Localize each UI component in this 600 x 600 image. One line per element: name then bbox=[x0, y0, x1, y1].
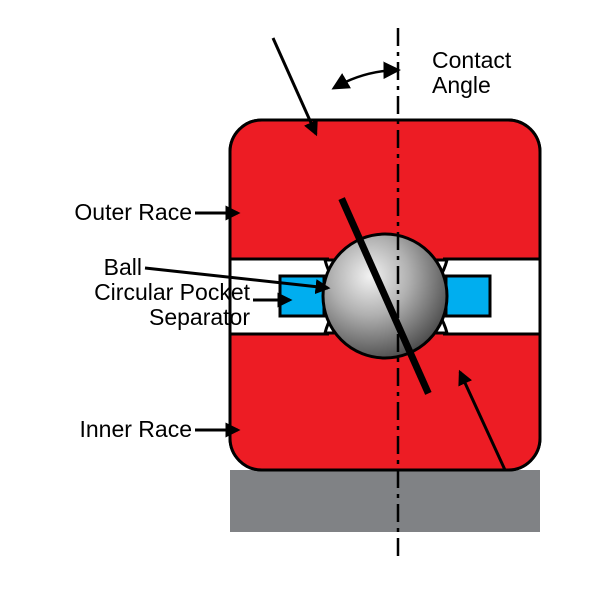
label-outer-race: Outer Race bbox=[74, 200, 192, 225]
separator-right bbox=[446, 276, 490, 316]
label-contact-angle: Contact Angle bbox=[432, 48, 511, 99]
label-separator-line2: Separator bbox=[149, 304, 250, 330]
bearing-diagram: Contact Angle Outer Race Ball Circular P… bbox=[0, 0, 600, 600]
label-inner-race-text: Inner Race bbox=[79, 416, 192, 442]
label-contact-angle-line1: Contact bbox=[432, 47, 511, 73]
label-outer-race-text: Outer Race bbox=[74, 199, 192, 225]
label-contact-angle-line2: Angle bbox=[432, 72, 491, 98]
label-ball: Ball bbox=[104, 255, 142, 280]
label-separator-line1: Circular Pocket bbox=[94, 279, 250, 305]
label-inner-race: Inner Race bbox=[79, 417, 192, 442]
label-separator: Circular Pocket Separator bbox=[94, 280, 250, 331]
shaft bbox=[230, 470, 540, 532]
label-ball-text: Ball bbox=[104, 254, 142, 280]
angle-arc bbox=[334, 70, 398, 88]
